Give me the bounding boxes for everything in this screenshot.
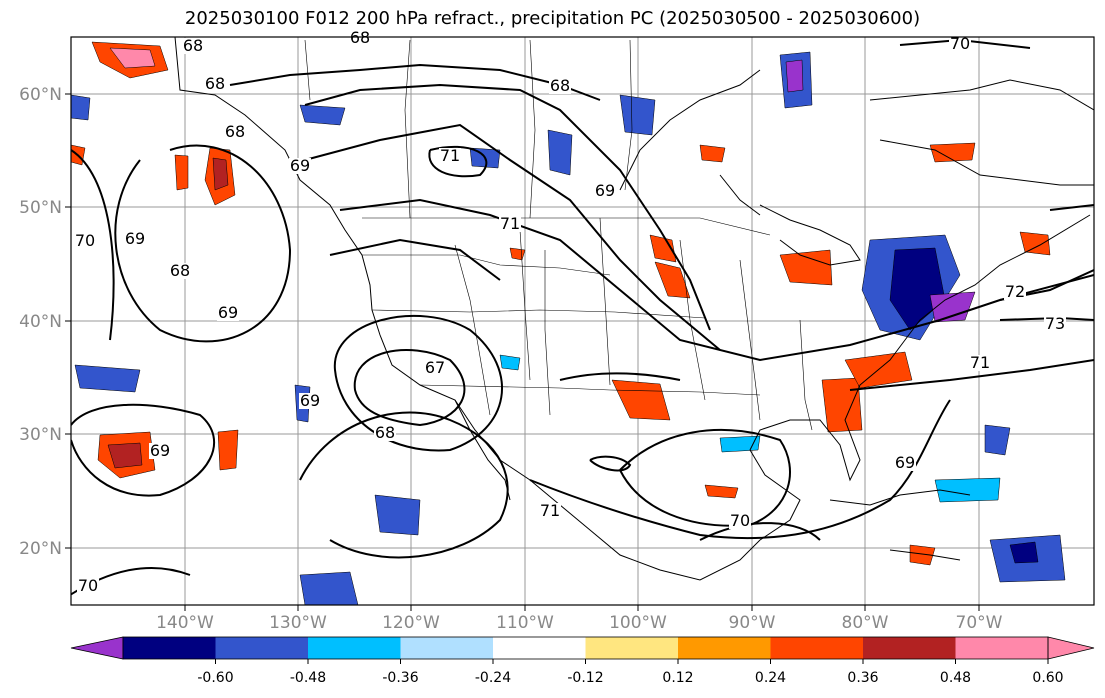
contour-label: 70 — [78, 576, 98, 595]
latitude-label: 50°N — [19, 198, 62, 218]
contour-label: 70 — [75, 231, 95, 250]
longitude-label: 110°W — [496, 613, 554, 633]
colorbar-tick-label: 0.12 — [662, 670, 693, 686]
contour-label: 68 — [170, 261, 190, 280]
contour-label: 73 — [1045, 314, 1065, 333]
longitude-label: 130°W — [269, 613, 327, 633]
colorbar-tick-label: 0.60 — [1032, 670, 1063, 686]
longitude-label: 140°W — [156, 613, 214, 633]
colorbar-segment — [400, 637, 493, 659]
contour-label: 69 — [300, 391, 320, 410]
latitude-label: 60°N — [19, 85, 62, 105]
contour-label: 69 — [290, 156, 310, 175]
contour-label: 69 — [218, 303, 238, 322]
contour-label: 70 — [730, 511, 750, 530]
contour-label: 70 — [950, 34, 970, 53]
map-title: 2025030100 F012 200 hPa refract., precip… — [184, 8, 921, 29]
colorbar-tick-label: -0.48 — [290, 670, 326, 686]
colorbar-segment — [955, 637, 1048, 659]
negative-anomaly-patches — [71, 51, 1066, 605]
contour-label: 71 — [540, 501, 560, 520]
colorbar-tick-labels: -0.60 -0.48 -0.36 -0.24 -0.12 0.12 0.24 0.36 0.4… — [197, 659, 1064, 686]
colorbar — [70, 636, 1095, 660]
positive-anomaly-patches — [71, 41, 1051, 566]
colorbar-tick-label: -0.24 — [475, 670, 511, 686]
contour-label: 68 — [183, 36, 203, 55]
contour-label: 68 — [225, 122, 245, 141]
colorbar-segment — [863, 637, 956, 659]
contour-label: 68 — [375, 423, 395, 442]
colorbar-tick-label: 0.36 — [847, 670, 878, 686]
longitude-labels: 140°W 130°W 120°W 110°W 100°W 90°W 80°W 70°W — [156, 605, 1003, 633]
colorbar-tick-label: 0.48 — [940, 670, 971, 686]
contour-label: 71 — [500, 214, 520, 233]
contour-label: 69 — [895, 453, 915, 472]
political-borders — [304, 39, 813, 431]
contour-label: 69 — [125, 229, 145, 248]
colorbar-segment — [770, 637, 863, 659]
contour-label: 69 — [150, 441, 170, 460]
longitude-label: 120°W — [382, 613, 440, 633]
coastlines — [174, 37, 1094, 581]
colorbar-segment — [493, 637, 586, 659]
longitude-label: 70°W — [956, 613, 1003, 633]
contour-label: 71 — [440, 146, 460, 165]
colorbar-segment — [585, 637, 678, 659]
colorbar-extension-low — [70, 636, 124, 660]
contour-label: 68 — [550, 76, 570, 95]
longitude-label: 90°W — [729, 613, 776, 633]
latitude-label: 30°N — [19, 425, 62, 445]
contour-label: 68 — [205, 74, 225, 93]
colorbar-tick-label: -0.12 — [567, 670, 603, 686]
colorbar-extension-high — [1047, 636, 1095, 660]
contour-label: 71 — [970, 353, 990, 372]
longitude-label: 80°W — [842, 613, 889, 633]
colorbar-tick-label: 0.24 — [755, 670, 786, 686]
latitude-labels: 60°N 50°N 40°N 30°N 20°N — [19, 85, 71, 559]
contour-label: 69 — [595, 181, 615, 200]
contour-label: 72 — [1005, 282, 1025, 301]
colorbar-segment — [308, 637, 401, 659]
colorbar-tick-label: -0.36 — [382, 670, 418, 686]
colorbar-tick-label: -0.60 — [197, 670, 233, 686]
refractivity-contours — [71, 38, 1094, 596]
latitude-label: 40°N — [19, 312, 62, 332]
latitude-label: 20°N — [19, 539, 62, 559]
contour-label: 67 — [425, 358, 445, 377]
colorbar-segment — [678, 637, 771, 659]
colorbar-segment — [215, 637, 308, 659]
colorbar-segment — [123, 637, 216, 659]
longitude-label: 100°W — [609, 613, 667, 633]
